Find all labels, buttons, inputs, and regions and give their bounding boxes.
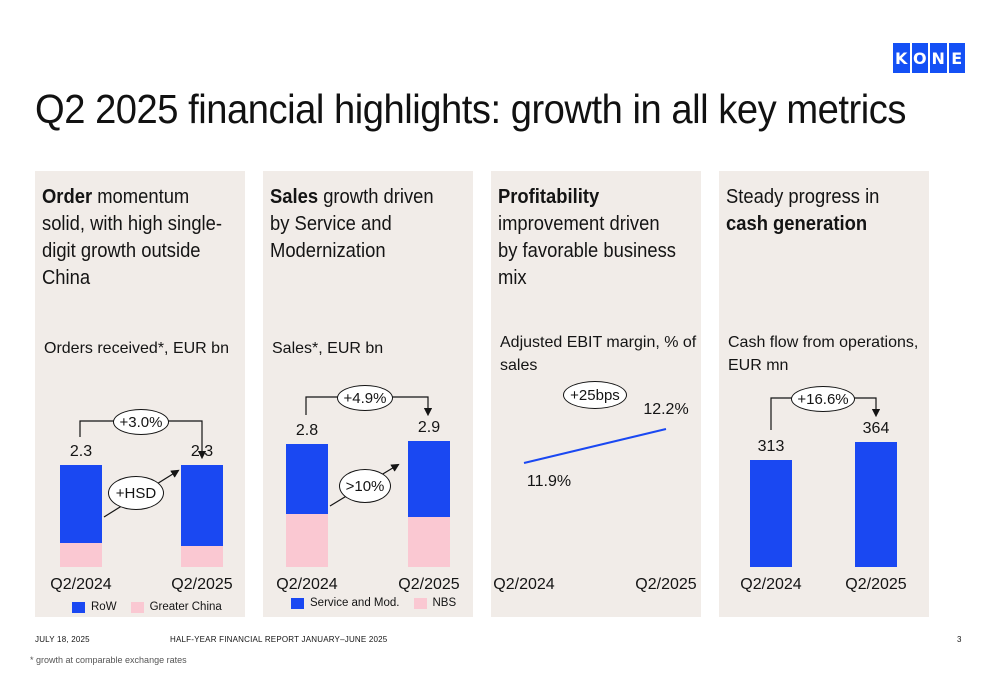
cash-value-2025: 364 (862, 420, 890, 437)
cash-bar-2025 (855, 442, 897, 567)
cash-bar-2024 (750, 460, 792, 567)
sales-legend: Service and Mod. NBS (291, 597, 456, 609)
kone-logo: K O N E (893, 43, 965, 73)
ebit-value-2025: 12.2% (643, 401, 689, 418)
profitability-growth-bubble: +25bps (563, 381, 627, 409)
orders-row-segment (60, 465, 102, 544)
cash-headline-bold: cash generation (726, 213, 868, 235)
slide-title: Q2 2025 financial highlights: growth in … (35, 86, 906, 132)
orders-headline-text: momentum solid, with high single-digit g… (42, 186, 223, 289)
orders-headline-bold: Order (42, 186, 93, 208)
legend-swatch-pink (130, 601, 144, 613)
footer-report-title: HALF-YEAR FINANCIAL REPORT JANUARY–JUNE … (170, 635, 388, 644)
ebit-value-2024: 11.9% (526, 473, 572, 490)
sales-xlabel-2024: Q2/2024 (276, 576, 338, 593)
orders-legend: RoW Greater China (72, 601, 222, 613)
cash-growth-bubble: +16.6% (791, 386, 855, 412)
orders-china-segment (60, 543, 102, 567)
legend-label-service: Service and Mod. (310, 597, 400, 609)
orders-subtitle: Orders received*, EUR bn (44, 340, 229, 357)
orders-xlabel-2025: Q2/2025 (171, 576, 233, 593)
sales-headline-text: growth driven by Service and Modernizati… (270, 186, 434, 262)
footer-date: JULY 18, 2025 (35, 635, 90, 644)
cash-bar-fill (855, 442, 897, 567)
cash-xlabel-2024: Q2/2024 (740, 576, 802, 593)
sales-nbs-segment (286, 514, 328, 567)
legend-swatch-blue (291, 597, 304, 609)
sales-bar-2025 (408, 441, 450, 567)
orders-row-segment (181, 465, 223, 546)
orders-headline: Order momentum solid, with high single-d… (42, 184, 226, 292)
orders-bar-2025 (181, 465, 223, 567)
logo-letter: K (893, 43, 910, 73)
sales-headline: Sales growth driven by Service and Moder… (270, 184, 454, 265)
orders-value-2024: 2.3 (69, 443, 93, 460)
footnote: * growth at comparable exchange rates (30, 655, 187, 665)
sales-value-2024: 2.8 (295, 422, 319, 439)
cash-headline: Steady progress in cash generation (726, 184, 910, 238)
legend-label-row: RoW (91, 601, 117, 613)
cash-subtitle: Cash flow from operations, EUR mn (728, 334, 919, 374)
sales-value-2025: 2.9 (417, 419, 441, 436)
legend-label-nbs: NBS (432, 597, 457, 609)
legend-label-china: Greater China (149, 601, 222, 613)
orders-value-2025: 2.3 (190, 443, 214, 460)
orders-inner-bubble: +HSD (108, 476, 164, 510)
sales-subtitle: Sales*, EUR bn (272, 340, 384, 357)
profitability-xlabel-2025: Q2/2025 (635, 576, 697, 593)
profitability-subtitle: Adjusted EBIT margin, % of sales (500, 334, 697, 374)
orders-growth-bubble: +3.0% (113, 409, 169, 435)
cash-headline-text: Steady progress in (726, 186, 880, 208)
sales-growth-bubble: +4.9% (337, 385, 393, 411)
logo-letter: N (930, 43, 947, 73)
profitability-headline-bold: Profitability (498, 186, 600, 208)
orders-xlabel-2024: Q2/2024 (50, 576, 112, 593)
sales-nbs-segment (408, 517, 450, 567)
sales-inner-bubble: >10% (339, 469, 391, 503)
sales-headline-bold: Sales (270, 186, 319, 208)
sales-xlabel-2025: Q2/2025 (398, 576, 460, 593)
orders-china-segment (181, 545, 223, 567)
profitability-xlabel-2024: Q2/2024 (493, 576, 555, 593)
profitability-panel: Profitability improvement driven by favo… (491, 171, 701, 617)
legend-swatch-pink (413, 597, 427, 609)
logo-letter: O (911, 43, 928, 73)
page-number: 3 (957, 635, 962, 644)
sales-service-segment (408, 441, 450, 518)
cash-xlabel-2025: Q2/2025 (845, 576, 907, 593)
cash-bar-fill (750, 460, 792, 567)
cash-value-2024: 313 (757, 438, 785, 455)
profitability-headline-text: improvement driven by favorable business… (498, 213, 676, 289)
sales-service-segment (286, 444, 328, 515)
orders-bar-2024 (60, 465, 102, 567)
logo-letter: E (948, 43, 965, 73)
profitability-headline: Profitability improvement driven by favo… (498, 184, 682, 292)
legend-swatch-blue (72, 601, 85, 613)
sales-bar-2024 (286, 444, 328, 567)
